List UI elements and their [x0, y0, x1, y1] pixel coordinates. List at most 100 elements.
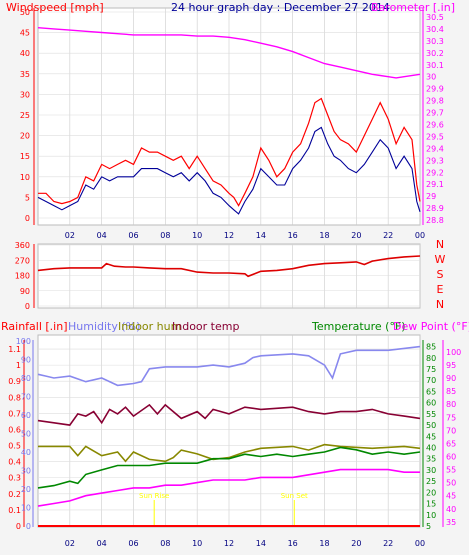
temperature-tick-label: 35: [426, 455, 436, 464]
temperature-tick-label: 45: [426, 432, 436, 441]
baro-tick-label: 28.8: [426, 216, 444, 225]
baro-tick-label: 29.3: [426, 156, 444, 165]
x-tick-label: 10: [192, 231, 202, 240]
wind-tick-label: 45: [20, 29, 30, 38]
rain-tick-label: 0.8: [8, 393, 21, 402]
temperature-tick-label: 55: [426, 410, 436, 419]
wind-tick-label: 25: [20, 111, 30, 120]
rain-tick-label: 0.4: [8, 458, 21, 467]
grid-lines: [38, 8, 421, 527]
x-tick-label: 12: [224, 539, 234, 548]
dewpoint-tick-label: 50: [446, 479, 456, 488]
temperature-axis-title: Temperature (°F): [311, 320, 406, 333]
wind-tick-label: 10: [20, 173, 30, 182]
baro-tick-label: 29.2: [426, 168, 444, 177]
x-tick-label: 02: [65, 539, 75, 548]
x-tick-label: 00: [415, 231, 425, 240]
x-tick-label: 10: [192, 539, 202, 548]
x-tick-label: 12: [224, 231, 234, 240]
x-tick-label: 08: [160, 539, 170, 548]
baro-tick-label: 30.2: [426, 49, 444, 58]
x-tick-label: 22: [383, 539, 393, 548]
rain-tick-label: 0.6: [8, 425, 21, 434]
baro-tick-label: 30.1: [426, 61, 444, 70]
temperature-tick-label: 70: [426, 376, 436, 385]
temperature-tick-label: 5: [426, 522, 431, 531]
direction-tick-label: 180: [15, 272, 30, 281]
rain-tick-label: 0.2: [8, 490, 21, 499]
x-tick-label: 04: [97, 231, 107, 240]
wind-tick-label: 50: [20, 8, 30, 17]
humidity-tick-label: 0: [26, 522, 31, 531]
compass-label: S: [437, 268, 444, 281]
rain-tick-label: 1: [16, 361, 21, 370]
compass-label: N: [436, 238, 444, 251]
sun-event-label: Sun Rise: [139, 492, 169, 500]
wind-direction-line: [37, 255, 421, 278]
dewpoint-tick-label: 45: [446, 492, 456, 501]
temperature-tick-label: 50: [426, 421, 436, 430]
series-layer: Sun Rise Sun Set: [37, 27, 421, 527]
indoor-temp-line: [37, 403, 421, 426]
temperature-tick-label: 30: [426, 466, 436, 475]
temperature-tick-label: 25: [426, 477, 436, 486]
compass-label: E: [437, 283, 444, 296]
temperature-line: [37, 446, 421, 489]
dewpoint-tick-label: 70: [446, 426, 456, 435]
baro-tick-label: 29.7: [426, 109, 444, 118]
rain-tick-label: 0.7: [8, 409, 21, 418]
baro-tick-label: 29.5: [426, 132, 444, 141]
compass-label: W: [435, 253, 446, 266]
dewpoint-tick-label: 100: [446, 348, 461, 357]
humidity-line: [37, 345, 421, 387]
x-tick-label: 20: [351, 231, 361, 240]
dewpoint-tick-label: 75: [446, 413, 456, 422]
x-tick-label: 16: [288, 231, 298, 240]
wind-tick-label: 20: [20, 132, 30, 141]
x-tick-label: 14: [256, 231, 266, 240]
temperature-tick-label: 20: [426, 488, 436, 497]
humidity-tick-label: 10: [21, 504, 31, 513]
baro-tick-label: 29.4: [426, 144, 444, 153]
wind-tick-label: 15: [20, 152, 30, 161]
baro-tick-label: 30.5: [426, 13, 444, 22]
x-tick-label: 16: [288, 539, 298, 548]
temperature-tick-label: 10: [426, 511, 436, 520]
humidity-tick-label: 40: [21, 448, 31, 457]
tick-labels: 0202040406060808101012121414161618182020…: [8, 8, 461, 548]
x-tick-label: 20: [351, 539, 361, 548]
baro-tick-label: 29: [426, 192, 436, 201]
x-tick-label: 00: [415, 539, 425, 548]
baro-axis-title: Barometer [.in]: [371, 1, 455, 14]
baro-tick-label: 29.9: [426, 85, 444, 94]
baro-tick-label: 29.1: [426, 180, 444, 189]
rain-axis-title: Rainfall [.in]: [1, 320, 68, 333]
temperature-tick-label: 40: [426, 444, 436, 453]
humidity-tick-label: 70: [21, 393, 31, 402]
barometer-line: [37, 27, 421, 79]
indoor-temp-title: Indoor temp: [172, 320, 239, 333]
dewpoint-tick-label: 40: [446, 505, 456, 514]
wind-axis-title: Windspeed [mph]: [6, 1, 104, 14]
baro-tick-label: 30.4: [426, 25, 444, 34]
dewpoint-tick-label: 85: [446, 387, 456, 396]
humidity-tick-label: 50: [21, 430, 31, 439]
temperature-tick-label: 60: [426, 399, 436, 408]
baro-tick-label: 29.6: [426, 120, 444, 129]
indoor-hum-title: Indoor hum: [118, 320, 181, 333]
x-tick-label: 06: [128, 539, 138, 548]
humidity-tick-label: 100: [16, 337, 31, 346]
compass-label: N: [436, 298, 444, 311]
humidity-tick-label: 30: [21, 467, 31, 476]
rain-tick-label: 0.1: [8, 506, 21, 515]
wind-tick-label: 35: [20, 70, 30, 79]
humidity-tick-label: 60: [21, 411, 31, 420]
indoor-humidity-line: [38, 443, 421, 463]
x-tick-label: 14: [256, 539, 266, 548]
temperature-tick-label: 85: [426, 343, 436, 352]
dewpoint-tick-label: 90: [446, 374, 456, 383]
wind-tick-label: 5: [25, 193, 30, 202]
temperature-tick-label: 15: [426, 500, 436, 509]
wind-tick-label: 0: [25, 214, 30, 223]
